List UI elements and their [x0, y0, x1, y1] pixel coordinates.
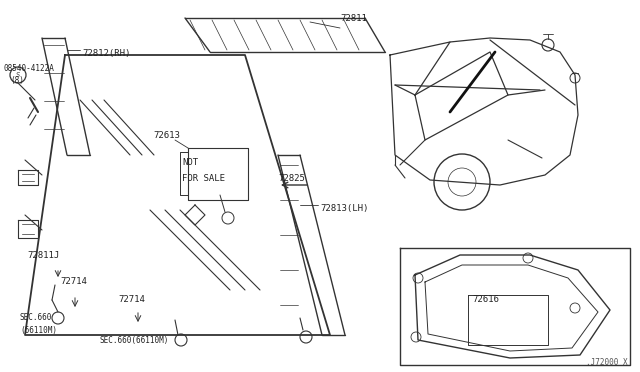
Text: NOT: NOT — [182, 157, 198, 167]
Text: 08540-4122A: 08540-4122A — [3, 64, 54, 73]
Text: 72811J: 72811J — [27, 250, 60, 260]
Text: 72813(LH): 72813(LH) — [320, 203, 369, 212]
Text: 72714: 72714 — [60, 278, 87, 286]
Text: FOR SALE: FOR SALE — [182, 173, 225, 183]
Text: 72616: 72616 — [472, 295, 499, 305]
Text: S: S — [16, 72, 20, 78]
Text: 72811: 72811 — [340, 13, 367, 22]
Text: (8): (8) — [10, 76, 24, 84]
Text: (66110M): (66110M) — [20, 326, 57, 334]
Text: 72613: 72613 — [153, 131, 180, 140]
Text: 72825: 72825 — [278, 173, 305, 183]
Text: SEC.660: SEC.660 — [20, 314, 52, 323]
Text: 72812(RH): 72812(RH) — [82, 48, 131, 58]
Text: 72714: 72714 — [118, 295, 145, 305]
Text: SEC.660(66110M): SEC.660(66110M) — [100, 336, 170, 344]
Text: .J72000 X: .J72000 X — [586, 358, 628, 367]
